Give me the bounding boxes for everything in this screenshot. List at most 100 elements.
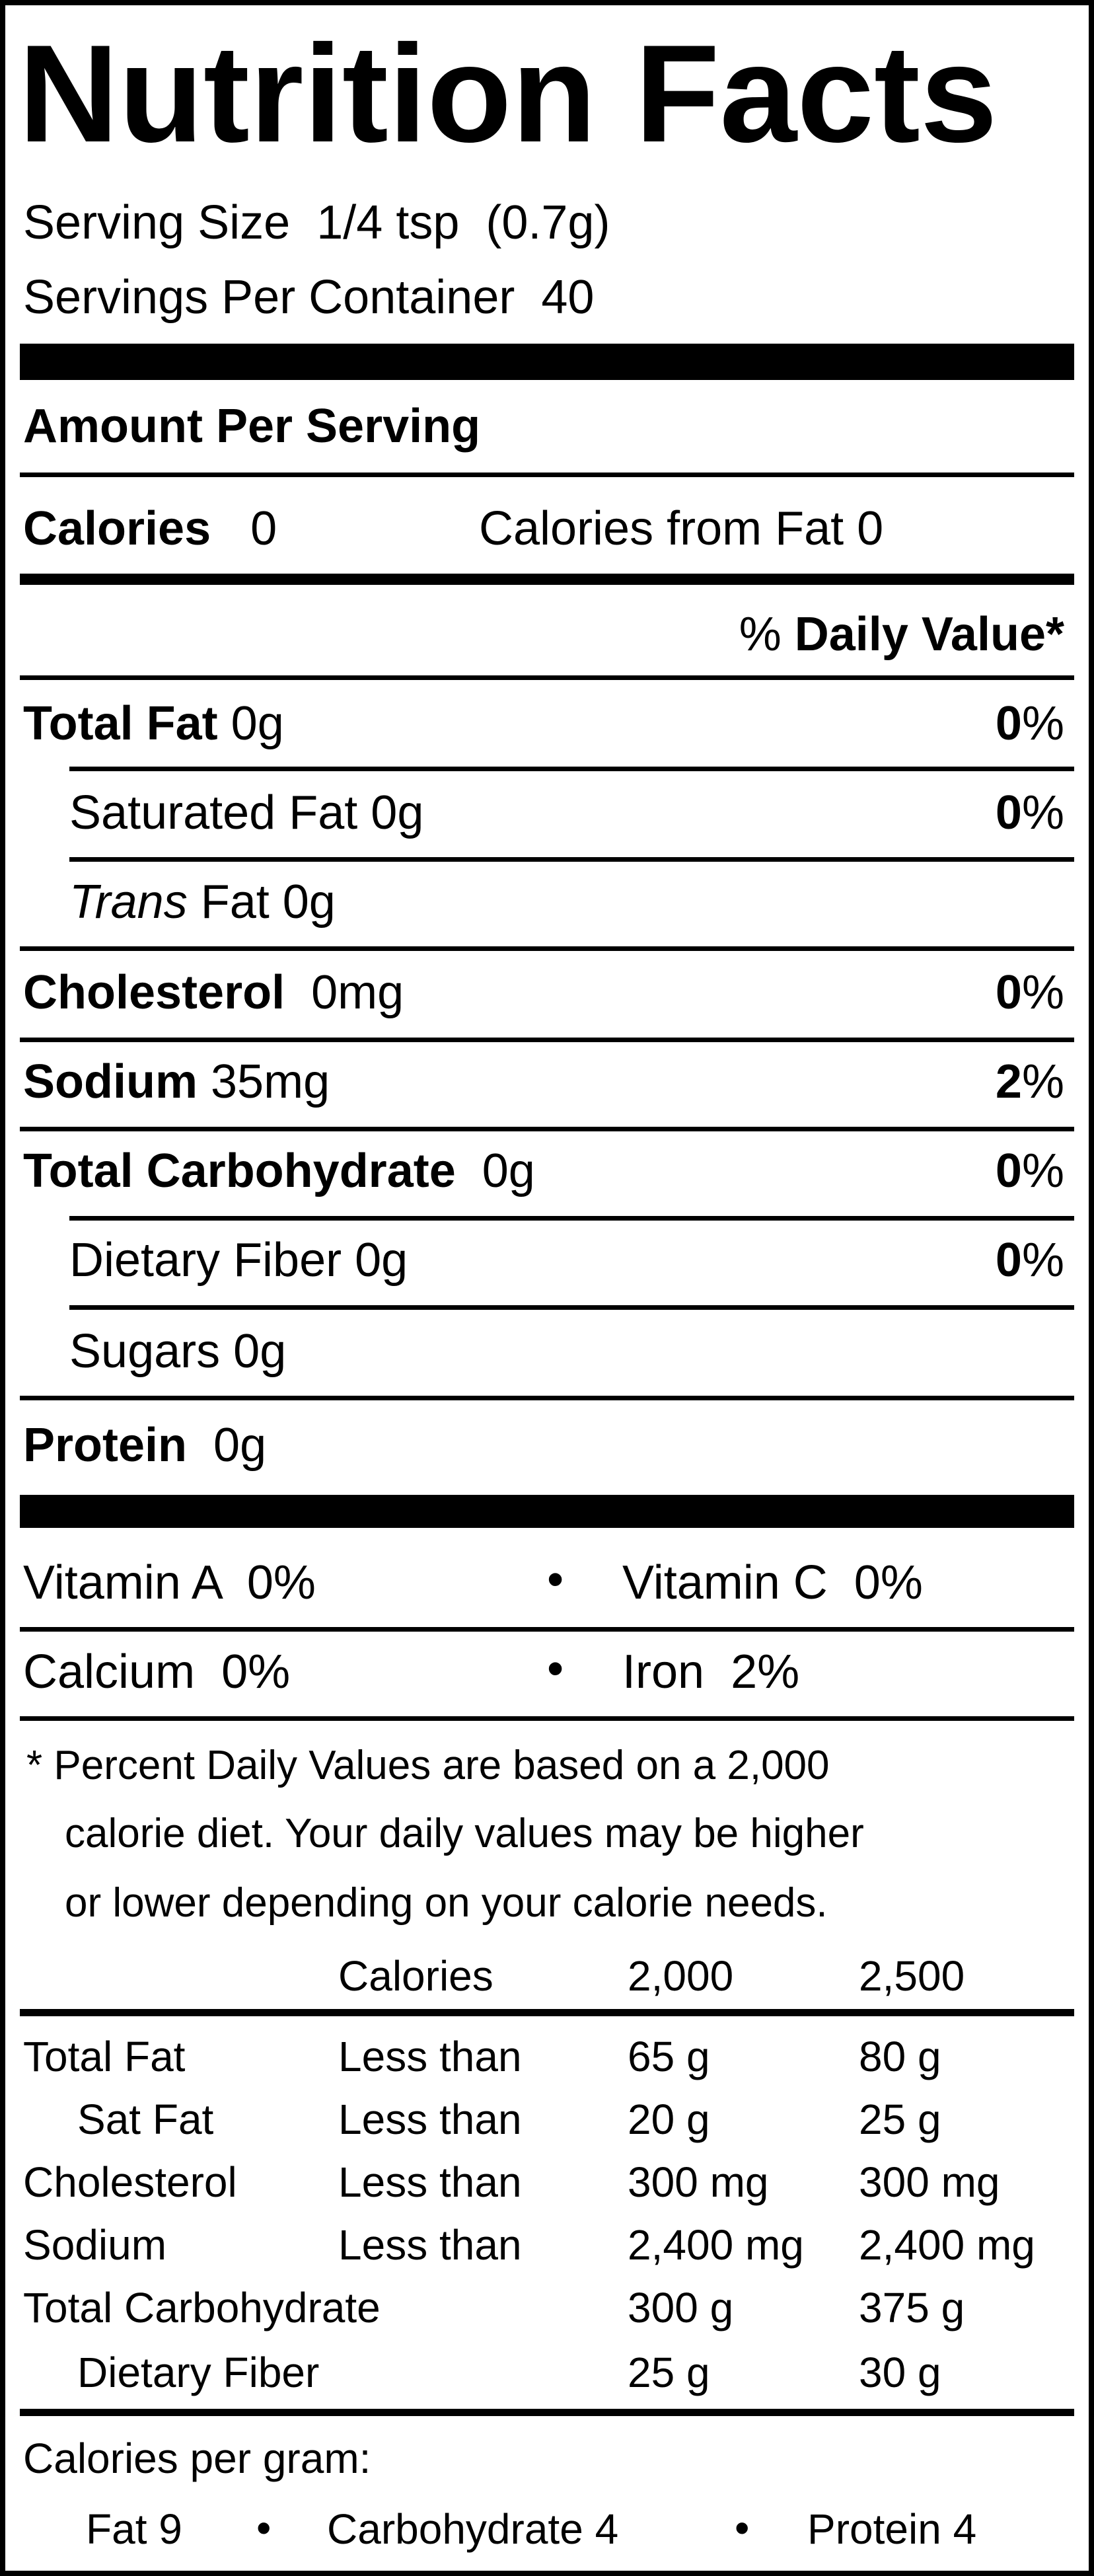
nutrient-amount: 0g	[213, 1419, 267, 1472]
bullet: •	[735, 2504, 750, 2552]
dv-value: 0	[995, 966, 1022, 1019]
iron: Iron 2%	[622, 1642, 799, 1702]
dv-value: 0	[995, 1234, 1022, 1287]
calories-label: Calories	[23, 502, 211, 555]
dv-unit: %	[1021, 1145, 1064, 1197]
dv-table-value: 300 mg	[628, 2158, 769, 2206]
bullet: •	[547, 1642, 564, 1695]
nutrient-label: Saturated Fat	[69, 786, 358, 839]
nutrient-label: Trans	[69, 876, 188, 928]
nutrient-label: Total Carbohydrate	[23, 1145, 456, 1197]
serving-size-label: Serving Size	[23, 196, 291, 249]
vitamin-a: Vitamin A 0%	[23, 1553, 316, 1612]
dv-cholesterol: 0%	[996, 963, 1064, 1022]
nutrient-amount: 0g	[482, 1145, 535, 1197]
vitamin-label: Calcium	[23, 1646, 196, 1698]
nutrient-label-rest: Fat	[200, 876, 270, 928]
dv-table-value: 2,400 mg	[859, 2221, 1035, 2269]
footnote-line: * Percent Daily Values are based on a 2,…	[26, 1743, 830, 1788]
vitamin-label: Iron	[622, 1646, 705, 1698]
divider	[20, 1127, 1074, 1131]
vitamin-value: 0%	[221, 1646, 291, 1698]
title: Nutrition Facts	[18, 16, 998, 171]
nutrient-label: Total Fat	[23, 697, 218, 750]
amount-per-serving: Amount Per Serving	[23, 400, 481, 453]
bullet: •	[547, 1553, 564, 1606]
dv-table-value: 300 g	[628, 2284, 734, 2331]
nutrient-amount: 0mg	[311, 966, 404, 1019]
dv-table-qualifier: Less than	[338, 2096, 522, 2143]
vitamin-c: Vitamin C 0%	[622, 1553, 923, 1612]
dv-table-header: Calories	[338, 1952, 493, 2000]
dv-table-nutrient: Sat Fat	[77, 2096, 214, 2143]
nutrient-label: Dietary Fiber	[69, 1234, 342, 1287]
serving-size: Serving Size 1/4 tsp (0.7g)	[23, 193, 610, 252]
nutrient-amount: 0g	[233, 1325, 287, 1378]
bullet: •	[256, 2504, 272, 2552]
nutrient-label: Sugars	[69, 1325, 221, 1378]
dv-table-qualifier: Less than	[338, 2221, 522, 2269]
dv-unit: %	[1021, 966, 1064, 1019]
dv-table-nutrient: Total Carbohydrate	[23, 2284, 381, 2331]
nutrient-amount: 0g	[231, 697, 284, 750]
thick-divider	[20, 1495, 1074, 1528]
nutrient-total-fat: Total Fat 0g	[23, 694, 284, 753]
dv-table-value: 375 g	[859, 2284, 965, 2331]
dv-unit: %	[1021, 1234, 1064, 1287]
dv-table-nutrient: Sodium	[23, 2221, 166, 2269]
vitamin-value: 0%	[246, 1556, 316, 1609]
nutrient-amount: 0g	[282, 876, 336, 928]
dv-table-nutrient: Total Fat	[23, 2033, 186, 2080]
nutrient-label: Cholesterol	[23, 966, 285, 1019]
dv-table-value: 80 g	[859, 2033, 941, 2080]
divider	[20, 675, 1074, 680]
calories-from-fat-value: 0	[857, 502, 884, 555]
nutrient-dietary-fiber: Dietary Fiber 0g	[69, 1231, 408, 1290]
carbohydrate-per-gram: Carbohydrate 4	[327, 2505, 619, 2553]
servings-label: Servings Per Container	[23, 271, 515, 324]
divider	[20, 1716, 1074, 1721]
divider	[69, 857, 1074, 862]
divider	[20, 1396, 1074, 1400]
dv-table-value: 25 g	[859, 2096, 941, 2143]
percent-sign: %	[739, 608, 782, 661]
daily-value-header: % Daily Value*	[739, 605, 1064, 664]
nutrient-amount: 0g	[355, 1234, 408, 1287]
nutrient-amount: 35mg	[211, 1055, 330, 1108]
nutrient-amount: 0g	[371, 786, 424, 839]
calories-from-fat-label: Calories from Fat	[479, 502, 844, 555]
dv-table-qualifier: Less than	[338, 2033, 522, 2080]
nutrient-saturated-fat: Saturated Fat 0g	[69, 783, 423, 843]
dv-value: 0	[995, 697, 1022, 750]
calories-row: Calories 0	[23, 499, 277, 558]
footnote-line: calorie diet. Your daily values may be h…	[65, 1811, 864, 1856]
dv-value: 0	[995, 1145, 1022, 1197]
nutrient-total-carbohydrate: Total Carbohydrate 0g	[23, 1141, 535, 1201]
dv-table-value: 30 g	[859, 2349, 941, 2396]
calories-from-fat: Calories from Fat 0	[479, 499, 883, 558]
footnote-line: or lower depending on your calorie needs…	[65, 1880, 828, 1926]
calcium: Calcium 0%	[23, 1642, 290, 1702]
vitamin-value: 2%	[731, 1646, 800, 1698]
serving-size-value: 1/4 tsp (0.7g)	[316, 196, 610, 249]
fat-per-gram: Fat 9	[86, 2505, 182, 2553]
dv-table-value: 20 g	[628, 2096, 710, 2143]
divider	[69, 1305, 1074, 1310]
dv-total-fat: 0%	[996, 694, 1064, 753]
dv-table-nutrient: Dietary Fiber	[77, 2349, 320, 2396]
divider	[20, 473, 1074, 477]
dv-value: 2	[995, 1055, 1022, 1108]
nutrient-sugars: Sugars 0g	[69, 1322, 286, 1381]
dv-unit: %	[1021, 697, 1064, 750]
nutrient-trans-fat: Trans Fat 0g	[69, 872, 336, 932]
nutrient-protein: Protein 0g	[23, 1416, 266, 1475]
dv-total-carbohydrate: 0%	[996, 1141, 1064, 1201]
dv-unit: %	[1021, 786, 1064, 839]
divider	[20, 1627, 1074, 1632]
vitamin-label: Vitamin C	[622, 1556, 828, 1609]
calories-per-gram-label: Calories per gram:	[23, 2435, 371, 2482]
dv-table-value: 25 g	[628, 2349, 710, 2396]
dv-saturated-fat: 0%	[996, 783, 1064, 843]
dv-value: 0	[995, 786, 1022, 839]
